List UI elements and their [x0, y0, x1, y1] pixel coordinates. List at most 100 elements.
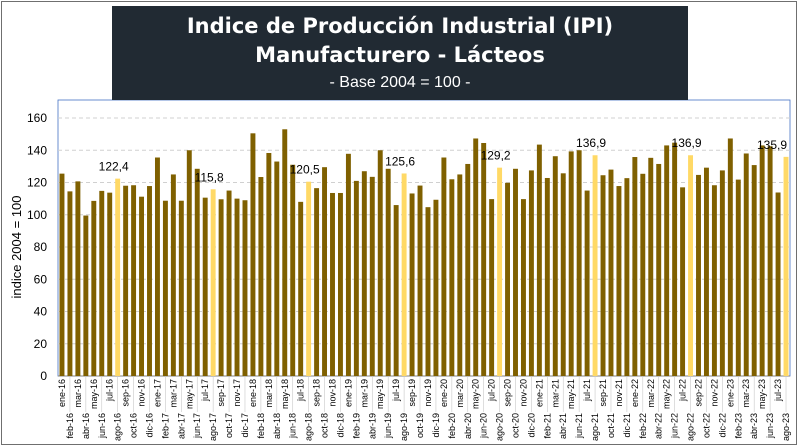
- bar-mar-16: [75, 181, 81, 376]
- x-tick-label: may-20: [471, 379, 481, 409]
- x-tick-label: nov-19: [423, 379, 433, 407]
- bar-sep-21: [600, 175, 606, 376]
- x-tick-label: feb-22: [638, 413, 648, 439]
- x-tick-label: dic-21: [622, 413, 632, 438]
- x-tick-label: sep-18: [312, 379, 322, 407]
- x-tick-label: jul-17: [200, 379, 210, 402]
- x-tick-label: feb-17: [160, 413, 170, 439]
- x-tick-label: ago-17: [208, 413, 218, 441]
- bar-dic-17: [242, 200, 248, 376]
- bar-abr-18: [274, 161, 280, 376]
- x-tick-label: sep-22: [694, 379, 704, 407]
- x-tick-label: ene-17: [152, 379, 162, 407]
- bar-sep-19: [409, 193, 415, 376]
- bar-sep-17: [218, 199, 224, 376]
- x-tick-label: abr-19: [367, 413, 377, 439]
- bar-abr-21: [560, 173, 566, 376]
- data-label-ago-23: 135,9: [757, 138, 787, 152]
- x-tick-label: feb-18: [256, 413, 266, 439]
- x-tick-label: oct-16: [129, 413, 139, 438]
- bar-feb-18: [258, 177, 264, 376]
- bar-nov-21: [616, 186, 622, 376]
- bar-jul-22: [680, 187, 686, 376]
- x-tick-label: may-16: [89, 379, 99, 409]
- x-tick-label: ago-18: [304, 413, 314, 441]
- bar-may-21: [568, 151, 574, 376]
- bar-ene-18: [250, 133, 256, 376]
- x-tick-label: jun-16: [97, 413, 107, 439]
- bar-ago-19: [401, 173, 407, 376]
- x-tick-label: nov-17: [232, 379, 242, 407]
- bar-may-18: [282, 129, 288, 376]
- chart-title: Indice de Producción Industrial (IPI) Ma…: [186, 14, 614, 67]
- x-tick-label: feb-20: [447, 413, 457, 439]
- bar-jul-20: [489, 199, 495, 376]
- x-tick-label: jun-18: [288, 413, 298, 439]
- bar-nov-20: [520, 199, 526, 376]
- bar-ago-18: [306, 181, 312, 376]
- x-tick-label: abr-16: [81, 413, 91, 439]
- x-tick-label: jun-22: [670, 413, 680, 439]
- x-tick-label: nov-16: [137, 379, 147, 407]
- x-tick-label: mar-20: [455, 379, 465, 408]
- x-tick-label: ago-21: [590, 413, 600, 441]
- bar-feb-23: [735, 179, 741, 376]
- bar-nov-22: [711, 185, 717, 376]
- bar-feb-22: [640, 173, 646, 376]
- x-tick-label: mar-19: [359, 379, 369, 408]
- x-tick-label: nov-20: [518, 379, 528, 407]
- bar-nov-18: [330, 192, 335, 376]
- bar-may-22: [664, 145, 670, 376]
- y-tick-label: 80: [34, 240, 48, 254]
- x-tick-label: oct-22: [701, 413, 711, 438]
- bar-dic-22: [719, 170, 725, 376]
- x-tick-label: ago-22: [686, 413, 696, 441]
- bar-jun-16: [99, 190, 105, 376]
- bar-jun-23: [767, 146, 773, 376]
- x-tick-label: jul-21: [582, 379, 592, 402]
- x-tick-label: sep-16: [121, 379, 131, 407]
- bar-oct-17: [226, 190, 232, 376]
- bar-dic-18: [337, 192, 343, 376]
- x-tick-label: ago-20: [495, 413, 505, 441]
- x-tick-label: sep-19: [407, 379, 417, 407]
- bar-abr-23: [751, 165, 757, 376]
- x-tick-label: mar-23: [741, 379, 751, 408]
- bar-oct-21: [608, 169, 614, 376]
- x-tick-label: sep-21: [598, 379, 608, 407]
- x-tick-label: feb-21: [542, 413, 552, 439]
- y-axis-label: indice 2004 = 100: [9, 195, 24, 298]
- x-tick-label: oct-17: [224, 413, 234, 438]
- x-tick-label: may-23: [757, 379, 767, 409]
- x-tick-label: jun-21: [574, 413, 584, 439]
- x-tick-label: jun-20: [479, 413, 489, 439]
- x-tick-label: ene-22: [630, 379, 640, 407]
- x-tick-label: ago-19: [399, 413, 409, 441]
- x-tick-label: oct-19: [415, 413, 425, 438]
- x-tick-label: jun-23: [765, 413, 775, 439]
- x-tick-label: feb-23: [733, 413, 743, 439]
- bar-may-19: [377, 150, 383, 376]
- bar-jun-22: [672, 142, 678, 376]
- x-tick-label: dic-19: [431, 413, 441, 438]
- x-tick-label: dic-16: [145, 413, 155, 438]
- y-tick-label: 140: [27, 143, 47, 157]
- bar-jul-23: [775, 192, 781, 376]
- x-tick-label: jul-16: [105, 379, 115, 402]
- y-tick-label: 40: [34, 305, 48, 319]
- bar-may-20: [473, 138, 479, 376]
- x-tick-label: ene-21: [534, 379, 544, 407]
- x-tick-label: jun-17: [192, 413, 202, 439]
- x-tick-label: jul-19: [391, 379, 401, 402]
- bar-ago-23: [783, 156, 789, 376]
- x-tick-label: ene-20: [439, 379, 449, 407]
- data-label-ago-20: 129,2: [481, 149, 511, 163]
- x-tick-label: nov-18: [328, 379, 338, 407]
- title-box: Indice de Producción Industrial (IPI) Ma…: [112, 6, 688, 100]
- bar-ago-22: [688, 155, 694, 376]
- x-tick-label: oct-18: [320, 413, 330, 438]
- x-tick-label: jul-22: [678, 379, 688, 402]
- bar-dic-19: [433, 199, 439, 376]
- x-tick-label: may-17: [184, 379, 194, 409]
